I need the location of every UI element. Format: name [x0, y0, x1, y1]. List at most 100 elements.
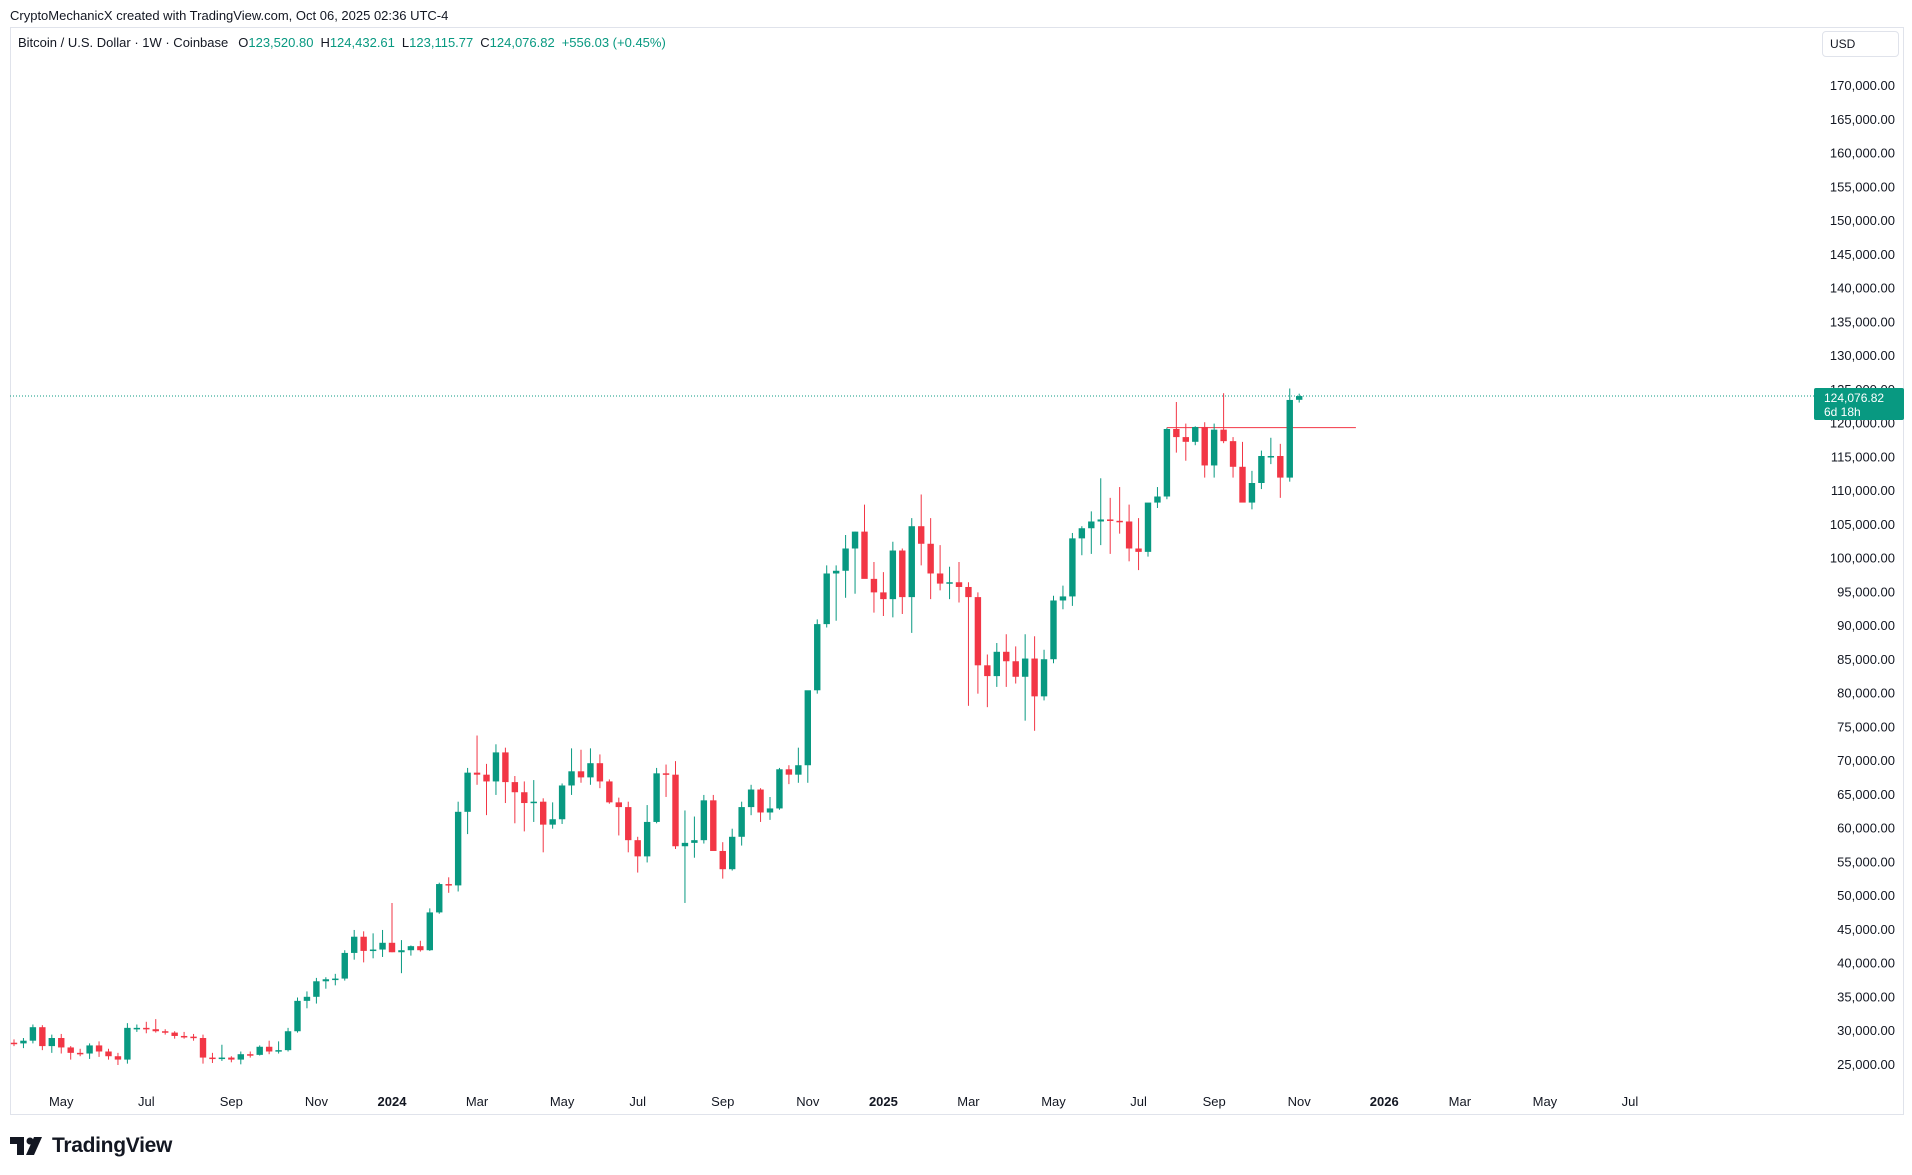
- candle-body: [540, 801, 547, 825]
- tradingview-logo-icon: [10, 1137, 42, 1155]
- candle-body: [842, 548, 849, 571]
- ohlc-legend: Bitcoin / U.S. Dollar · 1W · Coinbase O 1…: [18, 35, 673, 50]
- candle-body: [180, 1035, 188, 1038]
- candle-body: [20, 1040, 27, 1044]
- candle-body: [218, 1057, 226, 1060]
- high-label: H: [320, 35, 330, 50]
- bar-countdown: 6d 18h: [1824, 405, 1861, 419]
- tradingview-logo[interactable]: TradingView: [10, 1134, 172, 1158]
- candle-body: [426, 912, 433, 951]
- candle-body: [1239, 466, 1246, 503]
- candle-body: [596, 763, 604, 782]
- chart-attribution: CryptoMechanicX created with TradingView…: [10, 8, 449, 23]
- candle-body: [861, 531, 868, 579]
- candle-body: [1116, 520, 1123, 523]
- candle-body: [1078, 528, 1086, 539]
- candle-body: [974, 597, 982, 666]
- candle-body: [436, 884, 443, 913]
- candle-body: [747, 789, 755, 808]
- candle-body: [1003, 651, 1010, 662]
- y-tick-label: 35,000.00: [1837, 989, 1895, 1004]
- candle-body: [275, 1050, 282, 1052]
- x-tick-label: May: [49, 1094, 74, 1109]
- y-tick-label: 25,000.00: [1837, 1057, 1895, 1072]
- y-tick-label: 105,000.00: [1830, 517, 1895, 532]
- candle-body: [757, 789, 764, 813]
- candle-body: [927, 543, 934, 574]
- candle-body: [936, 573, 944, 584]
- x-tick-label: Mar: [466, 1094, 489, 1109]
- change-value: +556.03 (+0.45%): [561, 35, 666, 50]
- x-tick-label: Jul: [629, 1094, 646, 1109]
- candle-body: [502, 752, 509, 783]
- candle-body: [256, 1046, 263, 1055]
- candle-body: [1125, 521, 1133, 549]
- candle-body: [492, 752, 500, 782]
- candle-body: [265, 1046, 273, 1052]
- candle-body: [48, 1037, 55, 1047]
- candle-body: [1258, 455, 1265, 484]
- y-tick-label: 110,000.00: [1831, 483, 1895, 498]
- candle-body: [1107, 519, 1114, 521]
- candle-body: [955, 582, 963, 587]
- candle-body: [303, 996, 311, 1001]
- close-label: C: [480, 35, 490, 50]
- candle-body: [870, 578, 878, 593]
- y-tick-label: 170,000.00: [1830, 78, 1895, 93]
- y-tick-label: 135,000.00: [1830, 314, 1895, 329]
- candle-body: [785, 769, 793, 775]
- candle-body: [39, 1027, 46, 1047]
- candle-body: [643, 821, 651, 857]
- y-tick-label: 160,000.00: [1830, 146, 1895, 161]
- y-tick-label: 65,000.00: [1837, 787, 1895, 802]
- candle-body: [379, 942, 386, 950]
- candle-body: [284, 1031, 292, 1051]
- candle-body: [908, 526, 915, 598]
- currency-button[interactable]: USD: [1822, 31, 1899, 57]
- candle-body: [67, 1047, 74, 1053]
- candle-body: [445, 884, 452, 886]
- candle-body: [388, 942, 396, 953]
- y-tick-label: 70,000.00: [1837, 753, 1895, 768]
- candle-body: [190, 1036, 197, 1039]
- x-tick-label: Mar: [1449, 1094, 1472, 1109]
- y-tick-label: 115,000.00: [1831, 449, 1895, 464]
- candle-body: [454, 811, 462, 886]
- candle-body: [228, 1057, 235, 1060]
- low-value: 123,115.77: [409, 35, 474, 50]
- open-label: O: [238, 35, 249, 50]
- candle-body: [672, 774, 679, 847]
- candle-body: [1201, 426, 1208, 466]
- candle-body: [95, 1045, 103, 1052]
- x-tick-label: 2025: [869, 1094, 898, 1109]
- candle-body: [1210, 429, 1218, 466]
- y-tick-label: 145,000.00: [1830, 247, 1895, 262]
- candle-body: [889, 550, 897, 600]
- y-tick-label: 50,000.00: [1837, 888, 1895, 903]
- candle-body: [10, 1042, 18, 1045]
- symbol-name[interactable]: Bitcoin / U.S. Dollar · 1W · Coinbase: [18, 35, 229, 50]
- candle-body: [823, 573, 830, 625]
- candle-body: [1277, 455, 1284, 478]
- brand-name: TradingView: [52, 1134, 173, 1157]
- candle-body: [1069, 538, 1076, 597]
- candle-body: [918, 526, 925, 544]
- candle-body: [86, 1045, 93, 1054]
- y-tick-label: 150,000.00: [1830, 213, 1895, 228]
- candle-body: [1050, 600, 1057, 660]
- candle-body: [162, 1031, 169, 1033]
- candle-body: [407, 946, 415, 951]
- candle-body: [587, 763, 594, 778]
- candle-body: [341, 952, 348, 979]
- candle-body: [776, 769, 783, 809]
- y-tick-label: 75,000.00: [1837, 719, 1895, 734]
- candle-body: [76, 1052, 84, 1055]
- x-tick-label: Sep: [220, 1094, 243, 1109]
- candle-body: [691, 840, 698, 843]
- candle-body: [634, 840, 641, 857]
- y-tick-label: 165,000.00: [1830, 112, 1895, 127]
- x-tick-label: May: [1533, 1094, 1558, 1109]
- candle-body: [558, 785, 566, 820]
- close-value: 124,076.82: [489, 35, 555, 50]
